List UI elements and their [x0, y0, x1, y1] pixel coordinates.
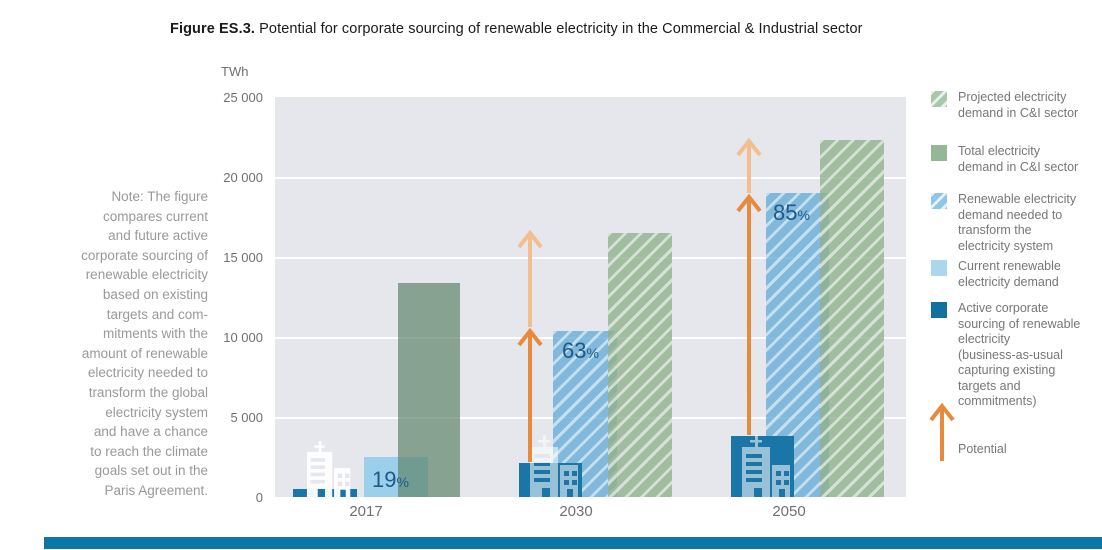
y-tick-20000: 20 000	[223, 170, 263, 185]
bar-2050-renewable-demand-needed	[766, 193, 829, 497]
hatched-blue-swatch-icon	[931, 193, 947, 209]
legend-item-potential-label: Potential	[958, 442, 1007, 456]
potential-arrow-2030-upper	[517, 230, 543, 327]
potential-arrow-2030-lower	[517, 328, 543, 462]
gridline-15000	[275, 257, 906, 259]
percent-label-2017: 19%	[372, 467, 409, 492]
x-label-2017: 2017	[349, 503, 383, 520]
dark-blue-swatch-icon	[931, 302, 947, 318]
building-icon-2017	[306, 441, 351, 497]
plot-area: 19% 63% 85%	[275, 97, 906, 497]
figure-note: Note: The figure compares current and fu…	[81, 189, 208, 498]
bar-2050-projected-demand	[820, 140, 884, 497]
potential-arrow-legend-icon	[929, 403, 955, 461]
building-icon-2030	[530, 435, 578, 497]
percent-label-2050: 85%	[773, 200, 810, 225]
light-blue-swatch-icon	[931, 260, 947, 276]
legend-item-total-demand: Total electricity demand in C&I sector	[931, 144, 1102, 175]
hatched-green-swatch-icon	[931, 91, 947, 107]
bar-2017-total-electricity-demand	[398, 282, 460, 497]
y-tick-0: 0	[255, 490, 263, 505]
legend-item-current-renewable-demand: Current renewable electricity demand	[931, 259, 1102, 290]
percent-label-2030: 63%	[562, 337, 599, 363]
y-axis-unit: TWh	[221, 64, 249, 79]
legend-item-renewable-demand-needed: Renewable electricity demand needed to t…	[931, 192, 1102, 254]
legend-item-projected-demand: Projected electricity demand in C&I sect…	[931, 90, 1102, 121]
potential-arrow-2050-upper	[736, 138, 762, 193]
figure-title-text: Potential for corporate sourcing of rene…	[255, 21, 863, 37]
y-tick-5000: 5 000	[230, 410, 263, 425]
y-tick-10000: 10 000	[223, 330, 263, 345]
y-tick-25000: 25 000	[223, 90, 263, 105]
bar-2030-projected-demand	[608, 233, 672, 497]
building-icon-2050	[742, 435, 790, 497]
legend-item-active-corporate-sourcing: Active corporate sourcing of renewable e…	[931, 301, 1102, 410]
x-label-2030: 2030	[559, 503, 593, 520]
gridline-20000	[275, 177, 906, 179]
potential-arrow-2050-lower	[736, 194, 762, 435]
y-tick-15000: 15 000	[223, 250, 263, 265]
green-swatch-icon	[931, 145, 947, 161]
x-label-2050: 2050	[772, 503, 806, 520]
figure-number: Figure ES.3.	[170, 21, 255, 37]
figure-title: Figure ES.3. Potential for corporate sou…	[170, 21, 863, 37]
bottom-accent-bar	[44, 537, 1102, 549]
